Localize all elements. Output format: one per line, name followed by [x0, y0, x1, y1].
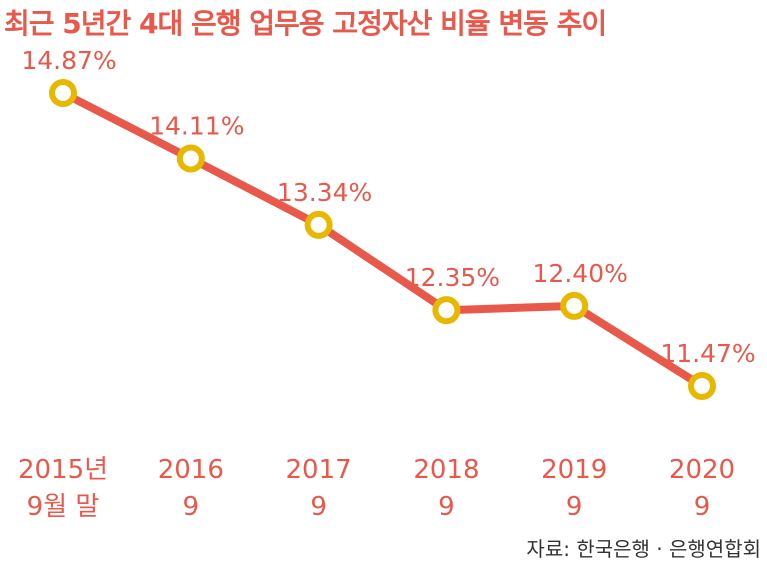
- data-label: 14.87%: [21, 46, 116, 75]
- x-tick-label: 9: [438, 492, 455, 522]
- series-line: [59, 89, 706, 390]
- data-point: [176, 144, 205, 173]
- x-tick-label: 2018: [413, 455, 479, 485]
- data-point: [304, 210, 333, 239]
- chart-title: 최근 5년간 4대 은행 업무용 고정자산 비율 변동 추이: [4, 7, 607, 40]
- x-tick-label: 2016: [158, 455, 224, 485]
- x-tick-label: 2019: [541, 455, 607, 485]
- data-point: [688, 372, 716, 400]
- x-tick-label: 9: [310, 492, 327, 522]
- data-label: 12.35%: [405, 263, 500, 292]
- x-tick-label: 2015년: [18, 455, 108, 485]
- data-label: 13.34%: [277, 178, 372, 207]
- source-note: 자료: 한국은행 · 은행연합회: [526, 537, 761, 561]
- data-point: [560, 291, 589, 320]
- x-tick-label: 9: [566, 492, 583, 522]
- data-label: 12.40%: [533, 259, 628, 288]
- x-tick-label: 9: [183, 492, 200, 522]
- data-point: [49, 79, 77, 107]
- x-tick-label: 9: [694, 492, 711, 522]
- data-label: 14.11%: [149, 111, 244, 140]
- data-point: [432, 296, 461, 325]
- x-tick-label: 9월 말: [27, 492, 100, 522]
- x-tick-label: 2020: [669, 455, 735, 485]
- x-tick-label: 2017: [286, 455, 352, 485]
- data-label: 11.47%: [660, 339, 755, 368]
